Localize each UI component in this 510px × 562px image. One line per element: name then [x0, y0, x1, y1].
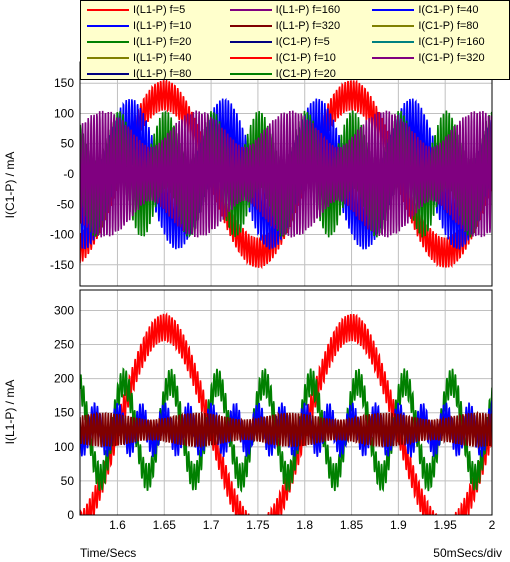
- x-tick-label: 1.75: [246, 518, 270, 532]
- legend-label: I(L1-P) f=320: [275, 20, 341, 32]
- legend-label: I(L1-P) f=20: [133, 36, 192, 48]
- y-tick-label: 200: [54, 372, 74, 386]
- legend-entry: I(L1-P) f=5: [81, 2, 224, 18]
- legend-swatch: [372, 57, 415, 59]
- legend-swatch: [372, 9, 415, 11]
- legend-swatch: [229, 57, 272, 59]
- legend: I(L1-P) f=5 I(L1-P) f=160 I(C1-P) f=40 I(L1…: [80, 0, 510, 80]
- legend-label: I(L1-P) f=160: [275, 4, 341, 16]
- y-tick-label: 250: [54, 338, 74, 352]
- x-axis-label: Time/Secs: [80, 546, 137, 560]
- x-tick-label: 1.9: [390, 518, 407, 532]
- legend-entry: I(C1-P) f=160: [366, 34, 509, 50]
- y-tick-label: -100: [50, 228, 74, 242]
- legend-entry: I(C1-P) f=320: [366, 50, 509, 66]
- plot-frame: [79, 289, 493, 516]
- y-tick-label: -50: [57, 197, 75, 211]
- legend-label: I(C1-P) f=5: [275, 36, 330, 48]
- top-ylabel: I(C1-P) / mA: [3, 152, 17, 219]
- legend-entry: I(L1-P) f=160: [224, 2, 367, 18]
- legend-entry: I(C1-P) f=5: [224, 34, 367, 50]
- legend-entry: I(C1-P) f=40: [366, 2, 509, 18]
- y-tick-label: 50: [61, 137, 75, 151]
- x-tick-label: 1.95: [434, 518, 458, 532]
- legend-entry: I(C1-P) f=10: [224, 50, 367, 66]
- x-tick-label: 1.7: [203, 518, 220, 532]
- legend-entry: I(L1-P) f=10: [81, 18, 224, 34]
- legend-label: I(L1-P) f=5: [133, 4, 186, 16]
- legend-entry: I(C1-P) f=80: [366, 18, 509, 34]
- time-per-div-label: 50mSecs/div: [433, 546, 502, 560]
- y-tick-label: 50: [61, 474, 75, 488]
- bottom-ylabel: I(L1-P) / mA: [3, 380, 17, 445]
- legend-swatch: [372, 41, 415, 43]
- y-tick-label: -150: [50, 258, 74, 272]
- x-tick-label: 1.65: [153, 518, 177, 532]
- legend-entry: I(L1-P) f=20: [81, 34, 224, 50]
- y-tick-label: 100: [54, 106, 74, 120]
- y-tick-label: 150: [54, 76, 74, 90]
- x-tick-label: 2: [489, 518, 496, 532]
- x-tick-label: 1.8: [296, 518, 313, 532]
- legend-swatch: [87, 9, 129, 11]
- series-group: [80, 77, 492, 270]
- legend-swatch: [229, 41, 272, 43]
- legend-label: I(C1-P) f=320: [418, 52, 485, 64]
- legend-label: I(C1-P) f=80: [418, 20, 479, 32]
- legend-swatch: [229, 9, 272, 11]
- legend-label: I(C1-P) f=10: [275, 52, 336, 64]
- y-tick-label: 0: [67, 508, 74, 522]
- legend-label: I(C1-P) f=20: [275, 68, 336, 80]
- legend-swatch: [87, 25, 129, 27]
- legend-swatch: [87, 73, 129, 75]
- y-tick-label: 300: [54, 303, 74, 317]
- legend-label: I(L1-P) f=40: [133, 52, 192, 64]
- y-tick-label: 100: [54, 440, 74, 454]
- legend-swatch: [229, 25, 272, 27]
- legend-label: I(C1-P) f=40: [418, 4, 479, 16]
- legend-entry: I(L1-P) f=80: [81, 66, 224, 82]
- top-plot: -150 -100 -50 -0 50 100 150: [50, 61, 493, 287]
- legend-label: I(C1-P) f=160: [418, 36, 485, 48]
- legend-entry: I(C1-P) f=20: [224, 66, 367, 82]
- legend-swatch: [87, 57, 129, 59]
- series-group: [80, 311, 492, 515]
- legend-entry: I(L1-P) f=320: [224, 18, 367, 34]
- legend-swatch: [372, 25, 415, 27]
- series-line: [80, 410, 492, 450]
- series-line: [80, 367, 492, 493]
- x-tick-label: 1.85: [340, 518, 364, 532]
- legend-label: I(L1-P) f=80: [133, 68, 192, 80]
- legend-entry: I(L1-P) f=40: [81, 50, 224, 66]
- x-tick-label: 1.6: [109, 518, 126, 532]
- y-tick-label: 150: [54, 406, 74, 420]
- legend-label: I(L1-P) f=10: [133, 20, 192, 32]
- y-tick-label: -0: [63, 167, 74, 181]
- legend-swatch: [87, 41, 129, 43]
- bottom-plot: 0 50 100 150 200 250 300 1.6 1.65 1.7 1.75 1.8 1.85 1…: [54, 289, 496, 532]
- legend-swatch: [229, 73, 272, 75]
- series-line: [80, 110, 492, 238]
